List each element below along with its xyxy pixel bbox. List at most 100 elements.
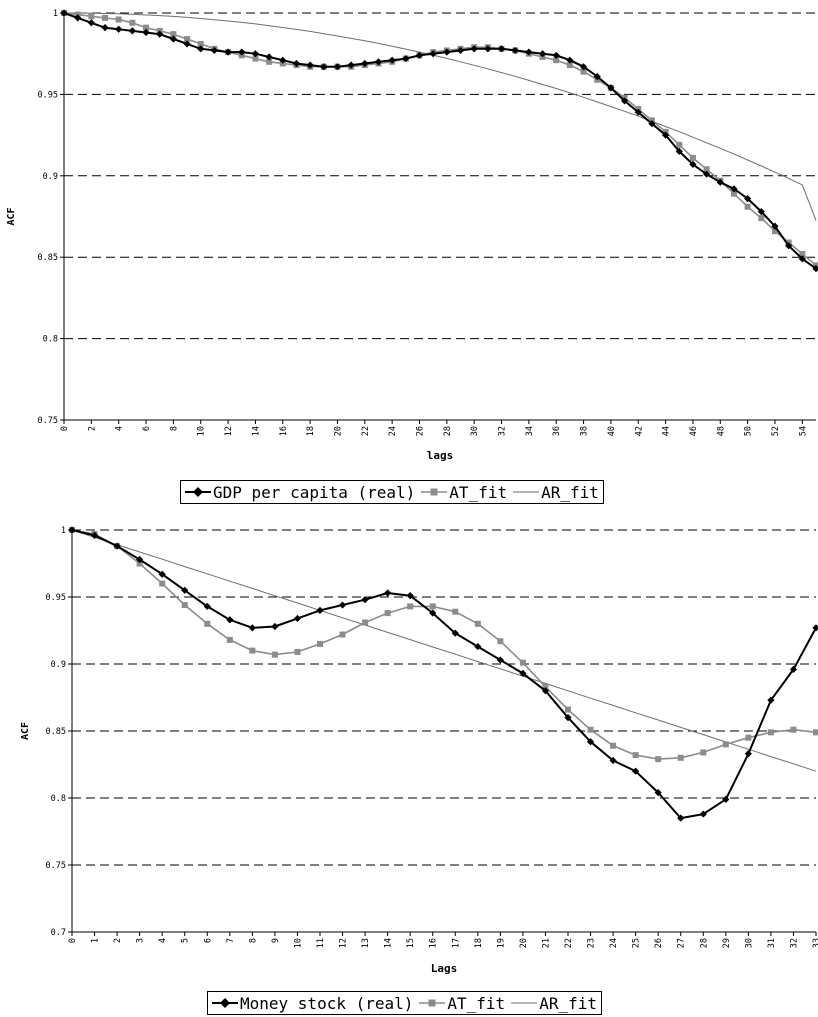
series-line-ar-fit [64,12,817,221]
data-point-diamond [292,59,301,68]
legend-label-at-fit: AT_fit [449,482,508,502]
data-point-square [143,24,150,31]
data-point-square [580,68,587,75]
data-point-diamond [226,616,234,624]
x-tick-label: 19 [496,938,506,948]
data-point-diamond [789,665,798,673]
x-tick-label: 54 [798,426,808,436]
x-tick-label: 28 [699,938,709,948]
data-point-diamond [699,810,707,818]
x-tick-label: 30 [744,938,754,948]
x-tick-label: 18 [306,426,316,436]
data-point-diamond [632,767,640,775]
data-point-diamond [757,208,765,216]
data-point-diamond [279,56,287,64]
data-point-diamond [744,750,752,758]
x-tick-label: 26 [654,938,664,948]
data-point-diamond [271,622,279,631]
x-tick-label: 6 [203,938,213,943]
data-point-diamond [374,58,383,66]
data-point-square [587,726,594,733]
x-tick-label: 14 [251,426,261,436]
data-point-diamond [338,601,347,609]
data-point-diamond [101,24,109,32]
x-tick-label: 23 [587,938,597,948]
data-point-diamond [316,606,324,614]
data-point-square [204,620,211,627]
x-tick-label: 21 [541,938,551,948]
x-tick-label: 10 [197,426,207,436]
data-point-diamond [812,624,818,632]
data-point-square [452,608,459,615]
x-tick-label: 16 [429,938,439,948]
data-point-diamond [497,45,506,53]
data-point-diamond [74,14,82,22]
x-tick-label: 52 [771,426,781,436]
data-point-square [813,729,818,736]
data-point-diamond [293,614,302,623]
x-tick-label: 27 [677,938,687,948]
data-point-square [159,580,166,587]
data-point-diamond [429,50,437,58]
x-tick-label: 4 [115,426,125,431]
data-point-diamond [552,51,560,59]
x-tick-label: 0 [68,938,78,943]
data-point-diamond [564,714,572,722]
data-point-square [676,141,683,148]
x-tick-label: 34 [525,426,535,436]
data-point-diamond [238,48,246,56]
data-point-diamond [361,596,369,604]
data-point-diamond [429,609,437,617]
data-point-diamond [675,147,683,155]
data-point-diamond [181,586,189,594]
data-point-square [339,631,346,638]
data-point-diamond [251,50,260,58]
square-line-icon [421,488,448,496]
legend-item-real: Money stock (real) [212,994,413,1013]
data-point-diamond [156,30,164,38]
chart-1-legend: GDP per capita (real) AT_fit AR_fit [180,480,604,504]
x-tick-label: 50 [744,426,754,436]
data-point-diamond [203,602,211,610]
plain-line-icon [511,1002,538,1004]
data-point-diamond [456,46,465,55]
series-line-at-fit [63,12,817,266]
x-tick-label: 9 [271,938,281,943]
x-tick-label: 40 [607,426,617,436]
data-point-diamond [593,72,601,81]
data-point-square [689,154,696,161]
data-point-diamond [451,629,459,637]
data-point-diamond [60,9,68,17]
data-point-square [88,13,95,20]
data-point-square [129,19,136,26]
data-point-square [703,166,710,173]
data-point-diamond [730,185,738,193]
data-point-diamond [224,48,232,56]
data-point-square [566,62,573,69]
data-point-diamond [388,56,396,64]
y-tick-label: 0.95 [46,593,66,603]
data-point-diamond [634,108,642,116]
data-point-diamond [620,97,629,105]
data-point-square [610,742,617,749]
y-axis-title: ACF [6,207,17,225]
data-point-diamond [689,160,697,169]
data-point-diamond [169,35,177,43]
data-point-square [474,620,481,627]
data-point-diamond [384,589,392,597]
data-point-diamond [703,170,711,178]
x-tick-label: 18 [474,938,484,948]
x-tick-label: 24 [388,426,398,436]
data-point-diamond [744,194,752,203]
data-point-diamond [210,46,218,55]
x-tick-label: 38 [580,426,590,436]
data-point-diamond [87,19,95,27]
data-point-square [197,40,204,47]
x-tick-label: 14 [384,938,394,948]
data-point-square [317,640,323,647]
x-tick-label: 10 [293,938,303,948]
data-point-diamond [716,178,724,186]
x-tick-label: 32 [789,938,799,948]
x-tick-label: 36 [552,426,562,436]
